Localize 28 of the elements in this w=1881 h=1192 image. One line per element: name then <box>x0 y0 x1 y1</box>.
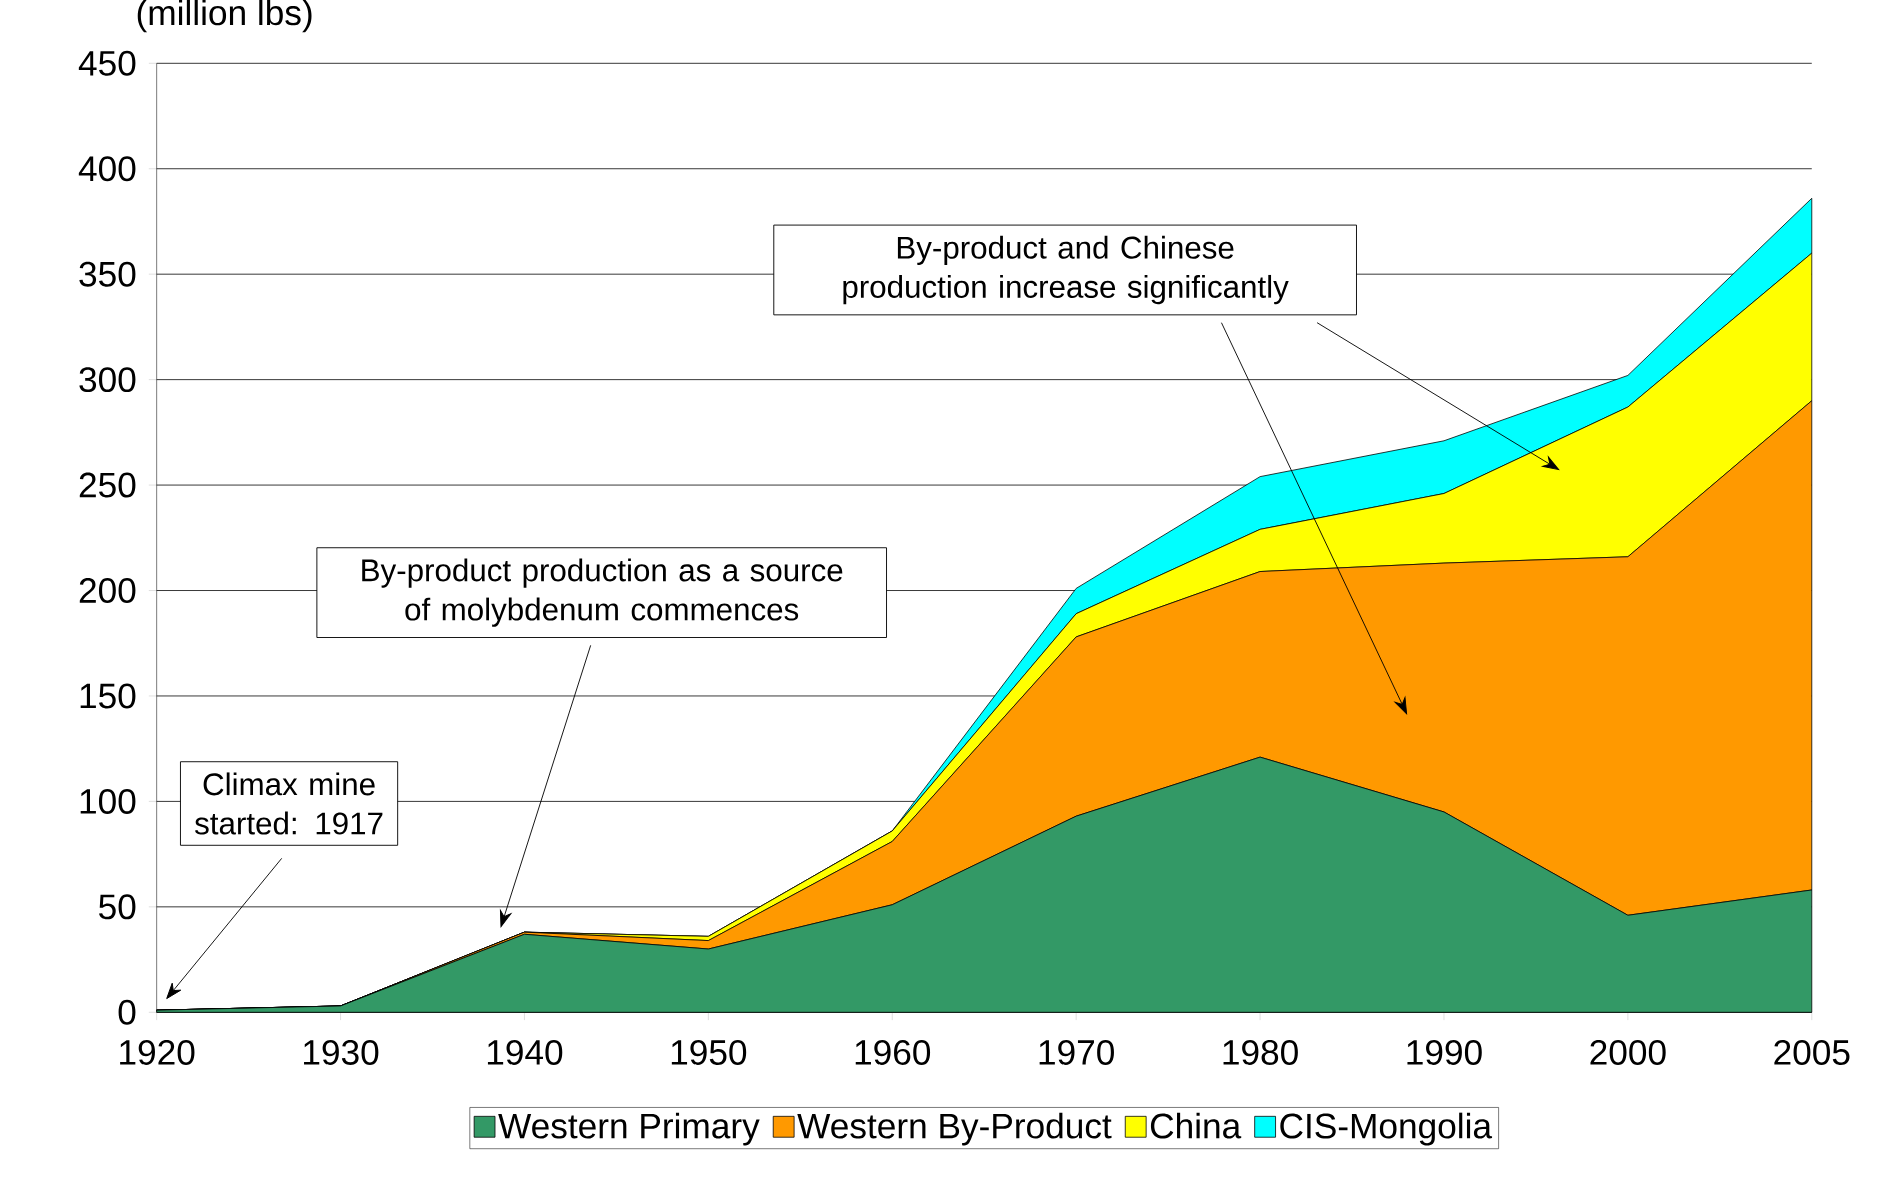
y-tick-label: 150 <box>80 683 136 709</box>
x-tick-label: 1950 <box>671 1039 747 1065</box>
x-tick-label: 1980 <box>1223 1039 1298 1065</box>
legend-label: CIS-Mongolia <box>1280 1112 1493 1146</box>
y-tick-label: 0 <box>118 999 136 1025</box>
x-tick-label: 1970 <box>1039 1039 1114 1065</box>
y-tick-label: 250 <box>79 472 136 498</box>
y-tick-label: 50 <box>99 894 136 920</box>
legend-label: Western Primary <box>498 1112 760 1146</box>
x-tick-label: 1960 <box>855 1039 931 1065</box>
x-tick-label: 2005 <box>1774 1039 1850 1065</box>
x-tick-label: 2000 <box>1590 1039 1666 1065</box>
x-tick-label: 1990 <box>1407 1039 1482 1065</box>
y-tick-label: 100 <box>80 788 136 814</box>
legend-label: China <box>1150 1112 1242 1139</box>
annotation: Climax mine started: 1917 <box>195 772 383 835</box>
x-tick-label: 1920 <box>120 1039 195 1065</box>
y-tick-label: 450 <box>78 50 136 76</box>
annotation: By-product production as a source of molybdenum commences <box>362 558 843 627</box>
x-tick-label: 1940 <box>487 1039 563 1065</box>
y-tick-label: 200 <box>79 577 136 603</box>
y-tick-label: 300 <box>79 366 136 392</box>
y-axis-title: (million lbs) <box>137 0 312 33</box>
y-tick-label: 350 <box>79 261 136 287</box>
annotation: By-product and Chinese production increase significantly <box>843 235 1289 304</box>
x-tick-label: 1930 <box>304 1039 379 1065</box>
legend-label: Western By-Product <box>797 1112 1112 1146</box>
y-tick-label: 400 <box>78 156 136 182</box>
